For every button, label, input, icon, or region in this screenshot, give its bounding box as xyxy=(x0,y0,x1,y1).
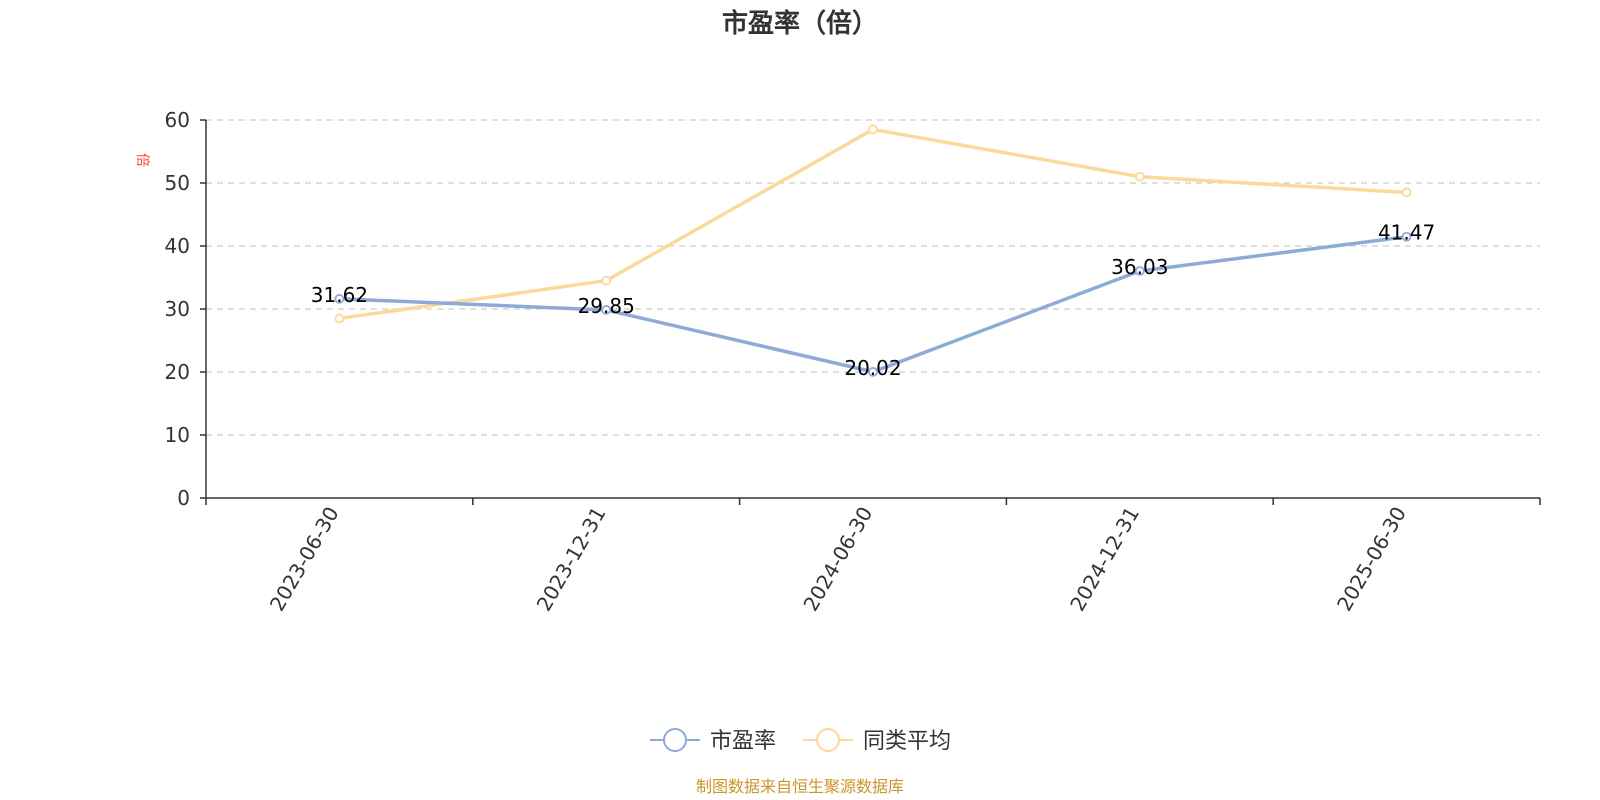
chart-title: 市盈率（倍） xyxy=(722,8,878,39)
x-tick-label: 2024-12-31 xyxy=(1065,503,1144,616)
source-note: 制图数据来自恒生聚源数据库 xyxy=(696,777,904,796)
series-line-0 xyxy=(339,235,1407,374)
legend-label-0: 市盈率 xyxy=(710,729,776,754)
data-point-1 xyxy=(1401,187,1412,198)
legend-label-1: 同类平均 xyxy=(863,729,951,754)
data-label: 29.85 xyxy=(578,294,635,318)
x-tick-label: 2025-06-30 xyxy=(1332,503,1411,616)
legend-marker-0 xyxy=(663,728,687,752)
data-point-1 xyxy=(601,275,612,286)
y-tick-label: 40 xyxy=(165,234,190,258)
data-point-1 xyxy=(1134,171,1145,182)
data-point-1 xyxy=(334,313,345,324)
data-label: 41.47 xyxy=(1378,221,1435,245)
data-labels: 31.62 29.85 20.02 36.03 41.47 xyxy=(311,221,1435,380)
y-tick-label: 10 xyxy=(165,423,190,447)
legend-marker-1 xyxy=(816,728,840,752)
data-point-0 xyxy=(1134,266,1145,276)
x-tick-label: 2023-12-31 xyxy=(532,503,611,616)
data-point-0 xyxy=(868,366,878,377)
grid-lines xyxy=(206,119,1540,436)
y-tick-label: 50 xyxy=(165,171,190,195)
data-point-1 xyxy=(868,124,878,135)
series-line-1 xyxy=(339,127,1407,321)
series-group xyxy=(334,124,1412,377)
y-tick-label: 20 xyxy=(165,360,190,384)
data-label: 36.03 xyxy=(1111,255,1168,279)
x-tick-label: 2024-06-30 xyxy=(798,503,877,616)
y-tick-label: 60 xyxy=(165,108,190,132)
y-axis-unit-label: 倍 xyxy=(134,153,150,167)
data-point-0 xyxy=(334,293,345,304)
y-tick-label: 30 xyxy=(165,297,190,321)
data-label: 31.62 xyxy=(311,283,368,307)
x-tick-label: 2023-06-30 xyxy=(265,503,344,616)
data-point-0 xyxy=(1401,231,1412,242)
legend[interactable]: 市盈率 同类平均 xyxy=(650,728,951,754)
data-label: 20.02 xyxy=(844,356,901,380)
data-point-0 xyxy=(601,305,612,315)
y-tick-label: 0 xyxy=(177,486,190,510)
